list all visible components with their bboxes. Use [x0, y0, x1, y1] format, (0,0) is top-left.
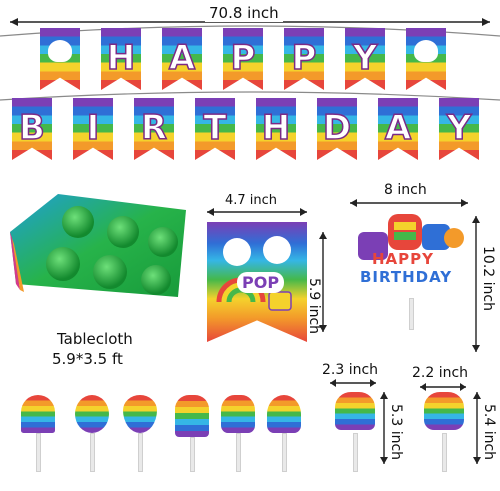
- banner-flag-letter: P: [223, 28, 263, 90]
- topper-text-happy: HAPPY: [372, 250, 435, 268]
- banner-letter: T: [203, 107, 228, 149]
- pick-stick: [442, 433, 447, 472]
- banner-flag-letter: A: [162, 28, 202, 90]
- banner-flag-letter: D: [317, 98, 357, 160]
- banner-flag-letter: I: [73, 98, 113, 160]
- pick-stick: [36, 433, 41, 472]
- cupcake-width-label: 2.3 inch: [322, 362, 379, 378]
- topper-stick: [409, 298, 414, 330]
- pennant-flag: POP: [207, 222, 307, 342]
- pennant-pop-badge: POP: [237, 272, 285, 293]
- bear-width-arrow: [420, 383, 466, 391]
- banner-flag-letter: B: [12, 98, 52, 160]
- pennant-width-label: 4.7 inch: [225, 193, 278, 208]
- unicorn-icon: [267, 395, 301, 433]
- bear-width-label: 2.2 inch: [412, 365, 469, 381]
- banner-letter: A: [168, 37, 196, 79]
- topper-width-arrow: [350, 199, 468, 207]
- pennant-height-arrow: [319, 232, 327, 332]
- cake-topper: HAPPY BIRTHDAY: [350, 208, 468, 298]
- pineapple-icon: [75, 395, 109, 433]
- banner-flag-letter: H: [101, 28, 141, 90]
- topper-width-label: 8 inch: [384, 182, 427, 198]
- banner-flag-letter: P: [284, 28, 324, 90]
- tablecloth-title: Tablecloth: [57, 330, 133, 348]
- topper-height-label: 10.2 inch: [480, 246, 496, 311]
- bear-height-arrow: [473, 392, 481, 464]
- heart-icon: [48, 40, 72, 62]
- banner-flag-letter: T: [195, 98, 235, 160]
- bear-height-label: 5.4 inch: [481, 404, 497, 461]
- cupcake-height-arrow: [380, 392, 388, 464]
- pick-stick: [236, 433, 241, 472]
- banner-letter: P: [291, 37, 317, 79]
- pick-stick: [190, 437, 195, 472]
- topper-height-arrow: [472, 216, 480, 352]
- banner-string-bottom: [0, 91, 500, 101]
- popsicle-icon: [175, 395, 209, 437]
- banner-flag-letter: A: [378, 98, 418, 160]
- banner-flag-decoration: [406, 28, 446, 90]
- heart-icon: [414, 40, 438, 62]
- pick-stick: [90, 433, 95, 472]
- banner-flag-letter: R: [134, 98, 174, 160]
- tablecloth-size: 5.9*3.5 ft: [52, 350, 123, 368]
- cupcake-width-arrow: [330, 379, 376, 387]
- banner-flag-decoration: [40, 28, 80, 90]
- pennant-height-label: 5.9 inch: [306, 278, 322, 335]
- banner-letter: R: [140, 107, 168, 149]
- banner-length-arrow: [10, 18, 490, 26]
- banner-letter: P: [230, 37, 256, 79]
- pick-stick: [353, 433, 358, 472]
- banner-letter: I: [86, 107, 100, 149]
- topper-text-birthday: BIRTHDAY: [360, 268, 453, 286]
- banner-length-label: 70.8 inch: [205, 4, 283, 22]
- pennant-width-arrow: [207, 208, 307, 216]
- banner-letter: H: [261, 107, 291, 149]
- tablecloth-image: [8, 192, 188, 302]
- banner-letter: H: [106, 37, 136, 79]
- banner-letter: Y: [352, 37, 378, 79]
- banner-letter: A: [384, 107, 412, 149]
- banner-flag-letter: Y: [439, 98, 479, 160]
- pick-stick: [138, 433, 143, 472]
- ice-cream-icon: [221, 395, 255, 433]
- banner-letter: Y: [446, 107, 472, 149]
- rainbow-icon: [21, 395, 55, 433]
- bear-icon: [424, 392, 464, 430]
- cupcake-height-label: 5.3 inch: [388, 404, 404, 461]
- banner-letter: B: [18, 107, 45, 149]
- banner-flag-letter: H: [256, 98, 296, 160]
- pick-stick: [282, 433, 287, 472]
- cupcake-icon: [335, 392, 375, 430]
- banner-letter: D: [322, 107, 352, 149]
- banner-flag-letter: Y: [345, 28, 385, 90]
- heart-icon: [123, 395, 157, 433]
